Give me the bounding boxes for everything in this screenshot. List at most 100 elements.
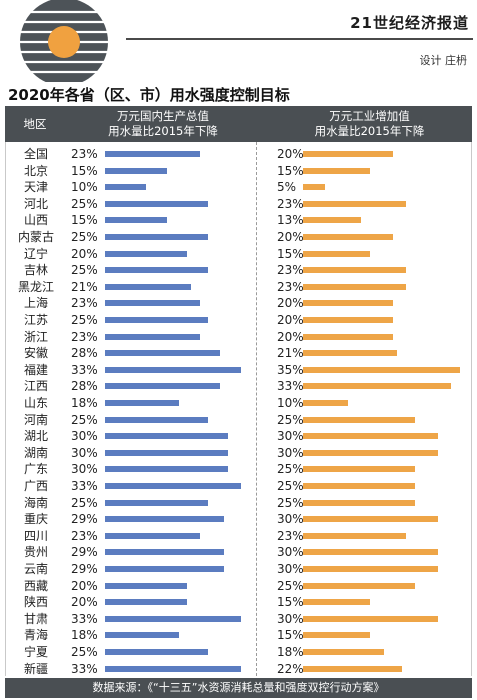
gdp-bar <box>105 151 200 157</box>
region-label: 福建 <box>23 362 48 377</box>
table-row: 青海 18% 15% <box>5 627 472 644</box>
gdp-bar <box>105 184 147 191</box>
industry-bar <box>303 483 416 489</box>
gdp-bar <box>105 416 208 423</box>
gdp-value-label: 33% <box>71 611 98 626</box>
chart-title: 2020年各省（区、市）用水强度控制目标 <box>8 86 290 104</box>
industry-value-label: 25% <box>277 578 304 593</box>
region-label: 新疆 <box>23 661 48 676</box>
industry-value-label: 30% <box>277 545 304 560</box>
industry-bar <box>303 167 371 174</box>
industry-bar <box>303 217 362 224</box>
region-label: 重庆 <box>23 512 48 527</box>
table-row: 广东 30% 25% <box>5 461 472 478</box>
table-row: 海南 25% 25% <box>5 495 472 512</box>
table-row: 内蒙古 25% 20% <box>5 229 472 246</box>
table-row: 河北 25% 23% <box>5 196 472 213</box>
data-source: 数据来源：《“十三五”水资源消耗总量和强度双控行动方案》 <box>5 678 472 698</box>
region-label: 黑龙江 <box>17 279 54 294</box>
industry-value-label: 15% <box>277 163 304 178</box>
industry-value-label: 30% <box>277 445 304 460</box>
gdp-bar <box>105 549 225 556</box>
header-industry-line2: 用水量比2015年下降 <box>314 124 425 138</box>
gdp-bar <box>105 483 241 489</box>
gdp-bar <box>105 599 188 606</box>
industry-value-label: 25% <box>277 462 304 477</box>
industry-bar <box>303 665 402 672</box>
table-row: 河南 25% 25% <box>5 412 472 429</box>
gdp-value-label: 29% <box>71 562 98 576</box>
industry-bar <box>303 649 384 655</box>
header-gdp-line1: 万元国内生产总值 <box>117 109 209 123</box>
industry-value-label: 20% <box>277 329 304 344</box>
table-row: 重庆 29% 30% <box>5 511 472 528</box>
header-industry: 万元工业增加值 用水量比2015年下降 <box>267 106 472 142</box>
gdp-value-label: 25% <box>71 412 98 427</box>
industry-bar <box>303 250 371 257</box>
gdp-bar <box>105 566 225 572</box>
header-region: 地区 <box>23 116 47 131</box>
gdp-bar <box>105 167 167 174</box>
gdp-bar <box>105 250 188 257</box>
industry-bar <box>303 333 393 340</box>
table-row: 宁夏 25% 18% <box>5 644 472 661</box>
region-label: 山西 <box>23 213 48 228</box>
gdp-bar <box>105 466 229 473</box>
gdp-value-label: 30% <box>71 462 98 477</box>
table-row: 全国 23% 20% <box>5 146 472 163</box>
gdp-value-label: 21% <box>71 279 98 294</box>
region-label: 吉林 <box>23 263 48 278</box>
industry-bar <box>303 366 460 373</box>
industry-value-label: 18% <box>277 645 304 659</box>
industry-bar <box>303 283 407 290</box>
gdp-value-label: 33% <box>71 479 98 493</box>
industry-value-label: 30% <box>277 562 304 576</box>
table-row: 上海 23% 20% <box>5 295 472 312</box>
header-gdp: 万元国内生产总值 用水量比2015年下降 <box>65 106 261 142</box>
gdp-bar <box>105 499 208 506</box>
table-frame <box>5 142 472 676</box>
region-label: 甘肃 <box>23 611 48 626</box>
table-row: 广西 33% 25% <box>5 478 472 495</box>
gdp-value-label: 29% <box>71 512 98 527</box>
region-label: 广东 <box>23 462 48 477</box>
brand-name: 21世纪经济报道 <box>350 14 469 32</box>
newspaper-logo <box>6 0 122 82</box>
table-row: 江西 28% 33% <box>5 378 472 395</box>
gdp-value-label: 25% <box>71 495 98 510</box>
table-row: 新疆 33% 22% <box>5 661 472 678</box>
region-label: 青海 <box>23 628 48 643</box>
gdp-bar <box>105 632 180 639</box>
region-label: 河南 <box>23 412 48 427</box>
industry-value-label: 30% <box>277 512 304 527</box>
gdp-bar <box>105 532 200 539</box>
industry-value-label: 15% <box>277 628 304 643</box>
table-row: 云南 29% 30% <box>5 561 472 578</box>
gdp-value-label: 23% <box>71 528 98 543</box>
region-label: 北京 <box>23 163 48 178</box>
industry-value-label: 30% <box>277 611 304 626</box>
industry-bar <box>303 566 438 572</box>
table-header: 地区 万元国内生产总值 用水量比2015年下降 万元工业增加值 用水量比2015年下… <box>5 106 472 142</box>
gdp-value-label: 15% <box>71 163 98 178</box>
table-row: 辽宁 20% 15% <box>5 246 472 263</box>
gdp-value-label: 30% <box>71 445 98 460</box>
gdp-value-label: 18% <box>71 628 98 643</box>
region-label: 内蒙古 <box>17 230 54 244</box>
industry-bar <box>303 300 393 307</box>
industry-bar <box>303 549 438 556</box>
industry-value-label: 20% <box>277 313 304 327</box>
region-label: 贵州 <box>23 545 48 560</box>
gdp-bar <box>105 516 225 523</box>
gdp-value-label: 30% <box>71 429 98 444</box>
brand-divider <box>126 38 473 40</box>
industry-bar <box>303 400 348 406</box>
gdp-bar <box>105 582 188 589</box>
table-row: 福建 33% 35% <box>5 362 472 379</box>
industry-value-label: 23% <box>277 528 304 543</box>
gdp-bar <box>105 615 241 622</box>
header-industry-line1: 万元工业增加值 <box>329 109 410 123</box>
gdp-bar <box>105 366 241 373</box>
gdp-value-label: 23% <box>71 329 98 344</box>
industry-value-label: 23% <box>277 279 304 294</box>
